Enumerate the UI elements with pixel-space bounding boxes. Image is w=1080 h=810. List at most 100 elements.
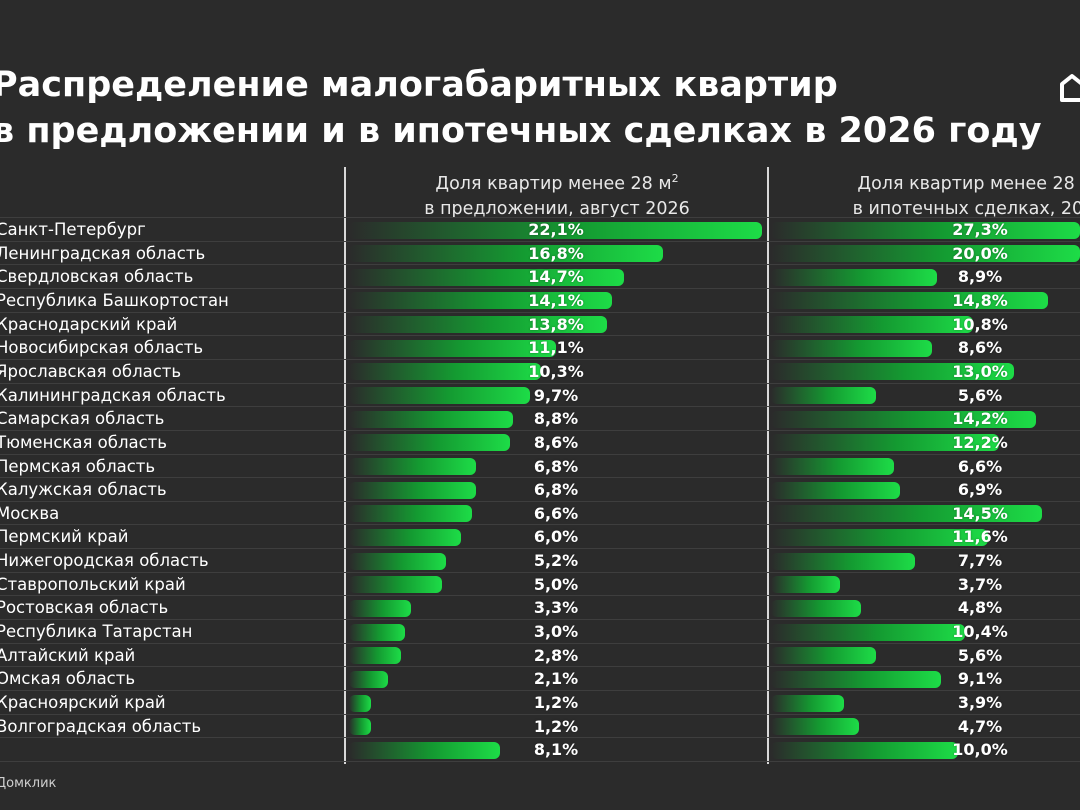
row-label: Нижегородская область (0, 551, 209, 571)
value-label-mortgage: 13,0% (952, 361, 1008, 381)
bar-offer (349, 339, 557, 357)
row-divider (0, 477, 1080, 479)
value-label-mortgage: 5,6% (957, 385, 1003, 405)
row-label: Свердловская область (0, 267, 194, 287)
row-divider (0, 737, 1080, 739)
bar-offer (349, 245, 663, 263)
house-logo-icon (1060, 74, 1080, 102)
row-divider (0, 264, 1080, 266)
bar-offer (349, 670, 389, 688)
bar-offer (349, 552, 447, 570)
row-label: Ростовская область (0, 598, 169, 618)
row-label: Калининградская область (0, 385, 226, 405)
value-label-mortgage: 14,5% (952, 503, 1008, 523)
bar-mortgage (771, 292, 1048, 310)
value-label-offer: 13,8% (528, 314, 584, 334)
bar-offer (349, 292, 613, 310)
bar-mortgage (771, 505, 1042, 523)
row-label: Ярославская область (0, 361, 182, 381)
value-label-mortgage: 14,8% (952, 290, 1008, 310)
bar-mortgage (771, 221, 1080, 239)
row-divider (0, 217, 1080, 218)
row-divider (0, 429, 1080, 431)
bar-mortgage (771, 623, 966, 641)
chart-title: Распределение малогабаритных квартир в п… (0, 62, 1042, 154)
value-label-mortgage: 12,2% (952, 432, 1008, 452)
value-label-mortgage: 3,9% (957, 693, 1003, 712)
row-divider (0, 358, 1080, 360)
value-label-mortgage: 11,6% (952, 527, 1008, 547)
value-label-offer: 6,8% (533, 456, 579, 476)
row-label: Самарская область (0, 409, 165, 429)
column-divider-left (344, 167, 346, 764)
value-label-offer: 8,8% (533, 409, 579, 429)
value-label-mortgage: 9,1% (957, 669, 1003, 689)
row-label: Волгоградская область (0, 716, 202, 736)
bar-mortgage (771, 339, 932, 357)
row-label (0, 738, 336, 762)
value-label-mortgage: 14,2% (952, 409, 1008, 429)
value-label-offer: 6,8% (533, 480, 579, 500)
bar-offer (349, 316, 607, 334)
bar-mortgage (771, 268, 938, 286)
bar-offer (349, 718, 372, 736)
row-divider (0, 500, 1080, 502)
column-header-offer: Доля квартир менее 28 м2 в предложении, … (346, 166, 768, 222)
row-divider (0, 406, 1080, 408)
row-divider (0, 335, 1080, 337)
column-header-offer-line2: в предложении, август 2026 (424, 198, 690, 219)
value-label-offer: 14,7% (528, 267, 584, 287)
value-label-mortgage: 6,6% (957, 456, 1003, 476)
title-line-2: в предложении и в ипотечных сделках в 20… (0, 111, 1042, 151)
row-label: Тюменская область (0, 432, 168, 452)
source-label: Домклик (0, 776, 57, 791)
bar-offer (349, 528, 462, 546)
bar-mortgage (771, 434, 999, 452)
bar-offer (349, 410, 514, 428)
bar-mortgage (771, 741, 958, 759)
bar-offer (349, 268, 624, 286)
bar-mortgage (771, 481, 900, 499)
value-label-mortgage: 10,4% (952, 622, 1008, 642)
value-label-offer: 9,7% (533, 385, 579, 405)
value-label-offer: 1,2% (533, 716, 579, 736)
row-divider (0, 619, 1080, 621)
value-label-mortgage: 4,7% (957, 716, 1003, 736)
bar-offer (349, 623, 406, 641)
bar-mortgage (771, 410, 1037, 428)
value-label-mortgage: 10,0% (952, 740, 1008, 760)
value-label-mortgage: 7,7% (957, 551, 1003, 571)
bar-offer (349, 505, 473, 523)
value-label-mortgage: 5,6% (957, 645, 1003, 665)
row-divider (0, 524, 1080, 526)
bar-offer (349, 599, 411, 617)
bar-mortgage (771, 387, 876, 405)
row-label: Ставропольский край (0, 574, 186, 594)
bar-mortgage (771, 316, 973, 334)
row-divider (0, 287, 1080, 289)
title-line-1: Распределение малогабаритных квартир (0, 65, 838, 105)
bar-offer (349, 221, 762, 239)
bar-mortgage (771, 718, 859, 736)
bar-mortgage (771, 694, 844, 712)
value-label-mortgage: 8,9% (957, 267, 1003, 287)
value-label-mortgage: 20,0% (952, 243, 1008, 263)
value-label-offer: 1,2% (533, 693, 579, 712)
bar-mortgage (771, 670, 942, 688)
bar-mortgage (771, 647, 876, 665)
bar-offer (349, 458, 477, 475)
bar-mortgage (771, 245, 1080, 263)
row-label: Красноярский край (0, 693, 166, 712)
row-label: Омская область (0, 669, 136, 689)
value-label-offer: 6,6% (533, 503, 579, 523)
row-label: Москва (0, 503, 60, 523)
bar-offer (349, 387, 531, 405)
bar-mortgage (771, 576, 841, 594)
row-label: Калужская область (0, 480, 167, 500)
column-divider-right (767, 167, 769, 764)
value-label-offer: 8,1% (533, 740, 579, 760)
value-label-mortgage: 4,8% (957, 598, 1003, 618)
value-label-mortgage: 6,9% (957, 480, 1003, 500)
bar-offer (349, 434, 510, 452)
value-label-offer: 10,3% (528, 361, 584, 381)
